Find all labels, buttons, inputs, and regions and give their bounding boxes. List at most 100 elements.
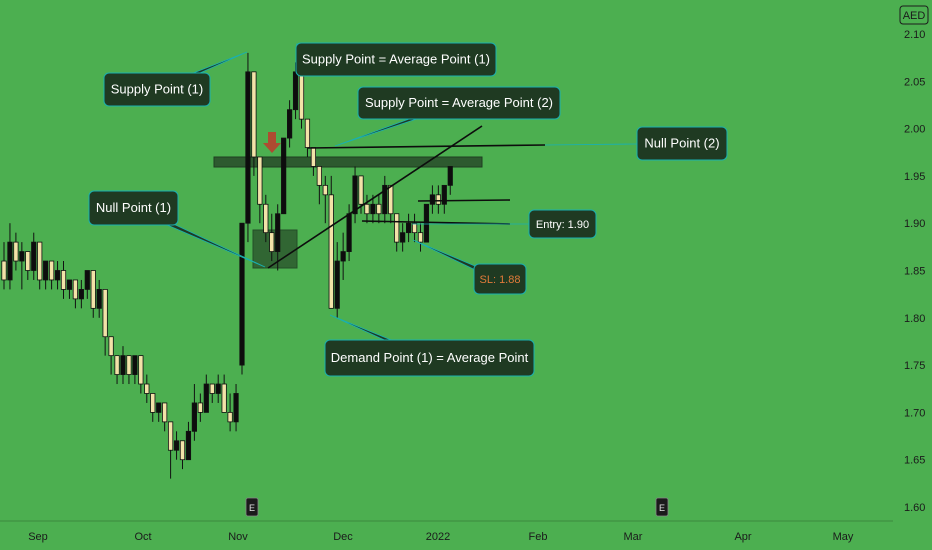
- y-tick-label: 1.65: [904, 455, 925, 467]
- candle: [215, 374, 221, 403]
- candle: [7, 223, 13, 290]
- candle-body: [54, 270, 61, 281]
- candle-body: [114, 355, 120, 375]
- candle: [185, 421, 192, 461]
- candle-body: [322, 184, 328, 196]
- callout-demand-point[interactable]: Demand Point (1) = Average Point: [324, 314, 535, 377]
- candle-body: [346, 213, 352, 252]
- candle-body: [388, 184, 394, 215]
- candle: [49, 260, 55, 290]
- y-tick-label: 1.70: [904, 407, 925, 419]
- candle-body: [447, 166, 453, 186]
- candle: [328, 175, 334, 309]
- earnings-marker[interactable]: E: [655, 497, 669, 517]
- callout-box: [103, 72, 211, 107]
- callout-supply-avg-1[interactable]: Supply Point = Average Point (1): [295, 42, 497, 77]
- candle-body: [334, 260, 340, 309]
- callout-box: [88, 190, 179, 226]
- candle: [435, 185, 441, 214]
- currency-label: AED: [903, 10, 926, 22]
- candle: [96, 279, 102, 318]
- candle-body: [257, 156, 263, 205]
- candle-body: [197, 402, 203, 413]
- candle-body: [394, 213, 400, 243]
- candle-body: [376, 203, 382, 215]
- callout-null-point-1[interactable]: Null Point (1): [88, 190, 266, 268]
- callout-sl[interactable]: SL: 1.88: [412, 239, 527, 295]
- candle: [203, 374, 209, 413]
- candle: [102, 289, 108, 356]
- callout-supply-point-1[interactable]: Supply Point (1): [103, 51, 248, 107]
- candle-body: [120, 355, 126, 375]
- candle: [167, 421, 174, 479]
- y-tick-label: 1.75: [904, 360, 925, 372]
- candle-body: [37, 241, 43, 281]
- candle: [358, 175, 364, 214]
- callout-label: Supply Point = Average Point (1): [302, 52, 490, 67]
- candle: [370, 194, 376, 224]
- callout-supply-avg-2[interactable]: Supply Point = Average Point (2): [334, 86, 561, 147]
- candle: [382, 175, 388, 224]
- candle: [441, 184, 447, 214]
- candle-body: [185, 430, 192, 461]
- callout-label: Entry: 1.90: [536, 219, 589, 231]
- candle-body: [203, 383, 209, 413]
- candle-body: [358, 175, 364, 205]
- candle: [173, 431, 180, 460]
- callout-label: Supply Point (1): [111, 82, 204, 97]
- candle-body: [286, 109, 293, 139]
- candle: [132, 355, 138, 385]
- earnings-marker[interactable]: E: [245, 497, 259, 517]
- candle-body: [227, 411, 233, 423]
- support-line: [417, 199, 511, 202]
- entry-line: [361, 220, 511, 225]
- candle-body: [292, 71, 299, 111]
- candle-body: [173, 440, 180, 451]
- candle-body: [78, 289, 84, 300]
- candle-body: [233, 393, 239, 423]
- y-tick-label: 1.90: [904, 218, 925, 230]
- candle-body: [435, 194, 441, 205]
- callout-null-point-2[interactable]: Null Point (2): [544, 126, 728, 161]
- candle: [352, 166, 358, 224]
- callout-box: [636, 126, 728, 161]
- currency-badge: AED: [899, 5, 929, 25]
- earnings-label: E: [249, 503, 255, 513]
- resistance-line: [307, 144, 546, 149]
- candle: [43, 260, 49, 290]
- candle: [37, 241, 43, 290]
- candle-body: [60, 270, 67, 290]
- y-tick-label: 1.85: [904, 266, 925, 278]
- candle: [423, 203, 430, 243]
- currency-box: [899, 5, 929, 25]
- candle: [191, 384, 197, 441]
- candle-body: [25, 251, 31, 271]
- x-tick-label: Sep: [28, 531, 48, 543]
- candle-body: [209, 383, 215, 394]
- callout-label: Null Point (2): [644, 136, 719, 151]
- candle: [66, 279, 73, 299]
- candle: [400, 223, 406, 252]
- candle: [162, 402, 168, 432]
- candle-body: [370, 203, 376, 215]
- y-tick-label: 2.05: [904, 76, 925, 88]
- candle: [405, 213, 412, 243]
- x-axis: Sep Oct Nov Dec 2022 Feb Mar Apr May: [0, 520, 893, 543]
- candle-body: [167, 421, 174, 451]
- candle-body: [417, 232, 424, 243]
- y-tick-label: 1.80: [904, 313, 925, 325]
- x-tick-label: Feb: [529, 531, 548, 543]
- candle: [233, 384, 239, 432]
- candle: [209, 383, 215, 403]
- candle-body: [150, 393, 156, 413]
- candle-body: [31, 241, 37, 271]
- candle: [411, 213, 418, 243]
- candle-body: [7, 241, 13, 281]
- candle-body: [84, 270, 90, 290]
- callout-entry[interactable]: Entry: 1.90: [412, 209, 597, 239]
- candle-body: [66, 279, 73, 290]
- earnings-box: [655, 497, 669, 517]
- candle-body: [90, 270, 96, 309]
